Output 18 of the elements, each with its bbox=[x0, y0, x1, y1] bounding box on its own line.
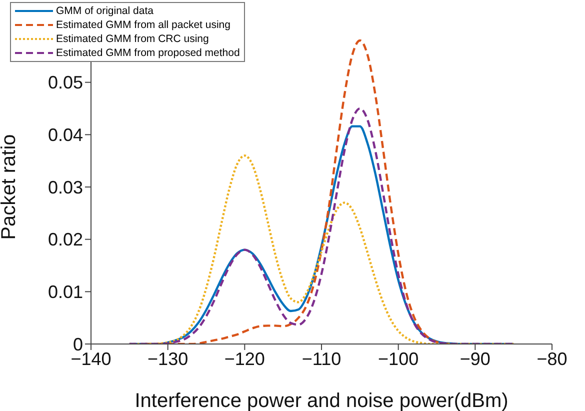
x-tick-label: −80 bbox=[536, 348, 568, 369]
x-tick-label: −110 bbox=[302, 348, 342, 369]
y-tick-label: 0.05 bbox=[48, 72, 83, 93]
y-axis-title: Packet ratio bbox=[0, 134, 20, 240]
legend-label: Estimated GMM from all packet using bbox=[56, 18, 230, 32]
y-tick-label: 0 bbox=[72, 334, 83, 354]
x-tick-label: −130 bbox=[148, 348, 188, 369]
legend-label: GMM of original data bbox=[56, 4, 154, 18]
x-tick-label: −90 bbox=[460, 348, 490, 369]
y-tick-label: 0.03 bbox=[48, 177, 83, 198]
y-tick-label: 0.04 bbox=[48, 125, 83, 146]
x-axis-title: Interference power and noise power(dBm) bbox=[134, 390, 508, 411]
y-tick-label: 0.01 bbox=[48, 282, 83, 302]
x-tick-label: −100 bbox=[378, 348, 419, 369]
x-tick-label: −120 bbox=[224, 348, 265, 369]
legend-label: Estimated GMM from CRC using bbox=[56, 32, 209, 46]
y-tick-label: 0.02 bbox=[48, 230, 83, 250]
legend-label: Estimated GMM from proposed method bbox=[56, 46, 240, 60]
